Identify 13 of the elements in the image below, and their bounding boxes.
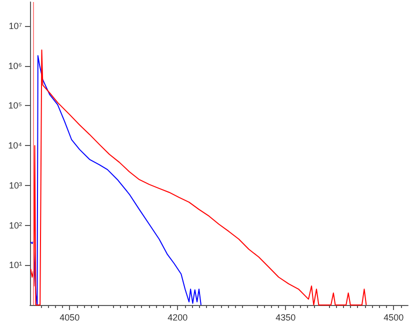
y-tick-label: 10² [8,220,22,230]
y-tick-label: 10⁷ [8,20,22,31]
x-tick-label: 4500 [384,312,404,322]
y-tick-label: 10⁴ [8,140,22,151]
line-series [30,55,202,306]
x-tick-label: 4350 [276,312,296,322]
y-tick-label: 10⁵ [8,100,22,111]
x-tick-label: 4200 [168,312,188,322]
y-tick-label: 10³ [8,180,22,190]
line-series [30,49,367,306]
y-tick-label: 10⁶ [8,60,22,71]
x-tick-label: 4050 [60,312,80,322]
y-tick-label: 10¹ [8,260,22,270]
